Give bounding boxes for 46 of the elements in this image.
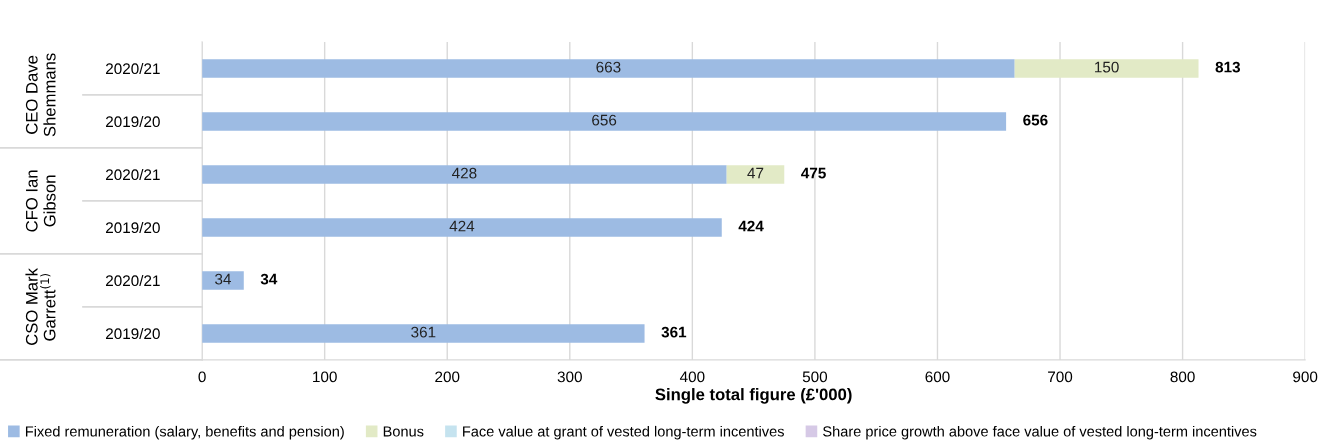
text: CEO Dave Shemmans [25,53,56,137]
y-tick-label: 2020/21 [106,168,160,181]
data-label: 47 [747,167,764,179]
total-label: 361 [661,326,687,338]
bar [202,112,1007,131]
total-label: 475 [801,167,826,179]
x-tick-label: 700 [1048,371,1073,383]
x-tick-label: 600 [925,371,950,383]
total-label: 813 [1215,61,1240,73]
text: CFO Ian Gibson [25,170,56,232]
x-tick-label: 0 [198,371,206,383]
x-tick-label: 400 [679,371,705,383]
x-tick-label: 500 [802,371,828,383]
bar [202,59,1015,78]
data-label: 656 [592,114,617,126]
x-tick-label: 800 [1170,371,1195,383]
x-axis-title: Single total figure (£'000) [655,388,852,404]
legend-label: Share price growth above face value of vested long-term incentives [823,425,1257,440]
data-label: 428 [452,167,477,179]
data-label: 34 [215,273,231,285]
y-tick-label: 2020/21 [106,62,160,75]
total-label: 424 [738,220,764,232]
legend-label: Fixed remuneration (salary, benefits and pension) [25,425,344,440]
legend-label: Face value at grant of vested long-term incentives [463,425,784,440]
bar [726,165,785,184]
x-tick-label: 300 [557,371,582,383]
total-label: 656 [1023,114,1048,126]
data-label: 663 [596,61,621,73]
data-label: 424 [449,220,475,232]
text: CSO Mark Garrett$^{(1)}$ [25,268,56,345]
x-tick-label: 100 [313,371,337,383]
y-tick-label: 2020/21 [106,274,160,287]
legend-label: Bonus [383,426,424,437]
total-label: 34 [260,273,278,285]
data-label: 361 [411,326,436,338]
y-tick-label: 2019/20 [106,327,160,340]
bar [202,165,727,184]
y-tick-label: 2019/20 [106,221,160,234]
x-tick-label: 200 [435,371,460,383]
bar [202,324,645,343]
x-tick-label: 900 [1293,371,1318,383]
bar [1014,59,1199,78]
bar [202,271,244,290]
data-label: 150 [1095,61,1119,73]
y-tick-label: 2019/20 [106,115,160,128]
bar [202,218,722,237]
